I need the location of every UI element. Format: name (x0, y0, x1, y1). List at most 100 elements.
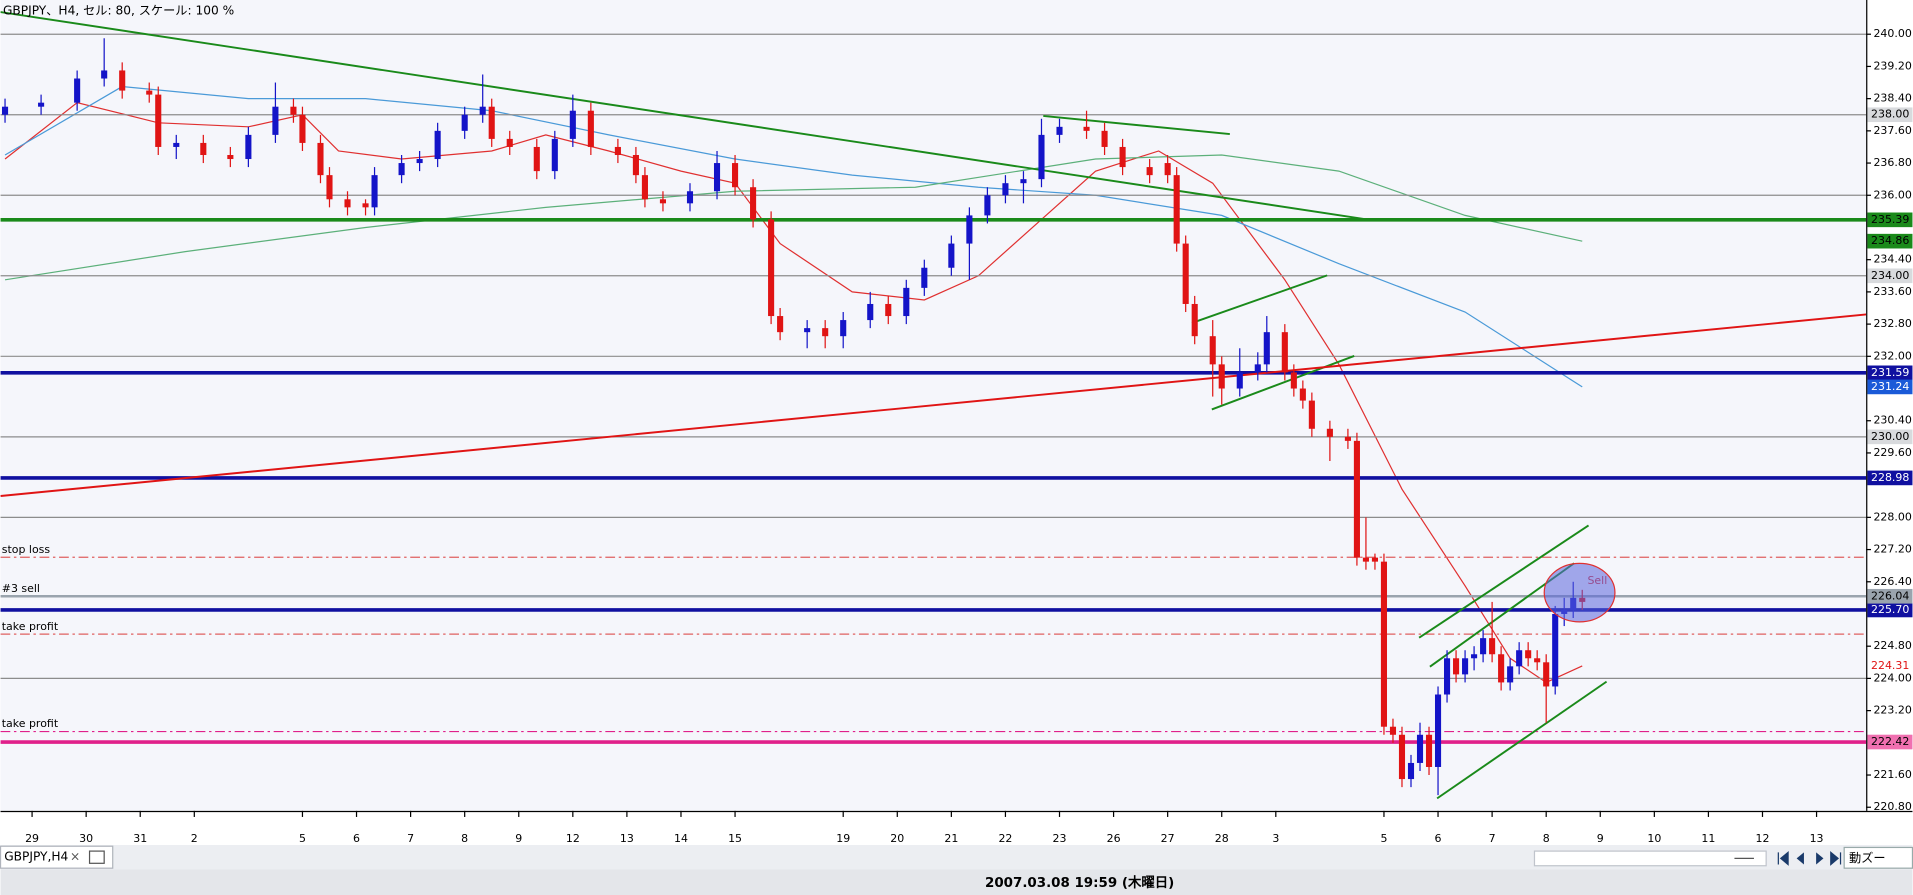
candle-body (1380, 561, 1388, 727)
candle-body (1462, 658, 1469, 675)
chart-tab[interactable] (0, 845, 114, 869)
y-tick-label: 230.40 (1873, 414, 1911, 427)
last-button[interactable] (1830, 851, 1842, 866)
x-tick-label: 15 (728, 832, 742, 845)
x-tick-label: 5 (1380, 832, 1387, 845)
y-tick-label: 223.20 (1873, 704, 1911, 717)
candle-body (1209, 336, 1216, 365)
candle-body (1, 106, 9, 115)
tab-close[interactable]: × (70, 850, 80, 864)
sell-highlight (1543, 562, 1616, 623)
x-tick-label: 3 (1272, 832, 1279, 845)
candle-body (1453, 658, 1460, 675)
candle-body (1164, 163, 1171, 176)
tab-label[interactable]: GBPJPY,H4 (4, 850, 68, 864)
zoom-label[interactable]: 動ズー (1849, 850, 1886, 865)
y-tick-label: 236.00 (1873, 188, 1911, 201)
x-tick-label: 8 (461, 832, 468, 845)
price-tag: 225.70 (1871, 603, 1909, 616)
prev-button[interactable] (1796, 852, 1804, 865)
candle-body (1498, 654, 1505, 683)
y-tick-label: 234.40 (1873, 253, 1911, 266)
moving-average (4, 85, 1583, 388)
candle-body (1534, 658, 1541, 663)
x-tick-label: 30 (79, 832, 93, 845)
price-tag-bg (1867, 212, 1913, 228)
x-tick-label: 19 (836, 832, 850, 845)
candle-body (921, 267, 928, 288)
first-button[interactable] (1777, 851, 1789, 866)
scroll-buttons[interactable] (1777, 851, 1842, 866)
x-tick-label: 27 (1161, 832, 1175, 845)
x-tick-label: 5 (299, 832, 306, 845)
candle-body (200, 142, 207, 156)
moving-average (4, 154, 1583, 281)
price-tag: 226.04 (1871, 589, 1909, 602)
candle-body (74, 78, 81, 103)
price-tag-bg (1867, 470, 1913, 486)
candle-body (1182, 243, 1189, 304)
candle-body (732, 163, 739, 188)
y-tick-label: 220.80 (1873, 800, 1911, 813)
candle-body (822, 328, 829, 337)
x-tick-label: 2 (191, 832, 198, 845)
candle-body (1507, 666, 1514, 683)
candle-body (1236, 372, 1243, 389)
candle-body (146, 90, 153, 95)
y-tick-label: 227.20 (1873, 543, 1911, 556)
candle-body (587, 110, 594, 147)
trend-line (1191, 274, 1328, 324)
level-text: take profit (2, 717, 59, 730)
candle-body (840, 320, 847, 337)
x-tick-label: 23 (1053, 832, 1067, 845)
next-button[interactable] (1816, 852, 1824, 865)
price-tag: 234.86 (1871, 234, 1909, 247)
price-tag-bg (1867, 602, 1913, 618)
candle-body (1218, 364, 1225, 389)
candle-body (245, 134, 252, 160)
candle-body (290, 106, 297, 115)
y-tick-label: 221.60 (1873, 768, 1911, 781)
x-tick-label: 9 (1597, 832, 1604, 845)
price-tag-bg (1867, 429, 1913, 445)
candle-body (1471, 654, 1478, 659)
candle-body (155, 94, 162, 147)
candle-body (362, 203, 369, 208)
price-tag-bg (1867, 588, 1913, 604)
plot: #3 sell stop loss take profit take profit (0, 11, 1867, 800)
x-tick-label: 20 (890, 832, 904, 845)
x-tick-label: 26 (1107, 832, 1121, 845)
candle-body (299, 114, 306, 143)
candle-body (1146, 167, 1153, 176)
candle-body (1191, 303, 1198, 337)
candle-body (641, 175, 648, 200)
price-tag-bg (1867, 734, 1913, 750)
price-tag-bg (1867, 365, 1913, 381)
candle-body (551, 138, 558, 172)
candle-body (434, 130, 441, 160)
price-tag-bg (1867, 107, 1913, 123)
price-tag-bg (1867, 379, 1913, 395)
price-tag: 230.00 (1871, 430, 1909, 443)
candle-body (777, 316, 784, 333)
candle-body (173, 142, 180, 147)
y-tick-label: 228.00 (1873, 510, 1911, 523)
moving-average (4, 102, 1583, 684)
y-tick-label: 233.60 (1873, 285, 1911, 298)
zoom-button[interactable] (1843, 846, 1913, 869)
x-tick-label: 29 (25, 832, 39, 845)
tab-icon[interactable] (88, 850, 105, 864)
candle-body (371, 175, 378, 208)
candle-body (1543, 662, 1550, 687)
candle-body (1425, 734, 1433, 767)
candle-body (479, 106, 486, 115)
candle-body (1119, 146, 1126, 168)
x-tick-label: 22 (998, 832, 1012, 845)
y-tick-label: 226.40 (1873, 575, 1911, 588)
scrollbar[interactable] (1533, 850, 1767, 867)
candle-body (1489, 638, 1496, 655)
price-tag: 238.00 (1871, 108, 1909, 121)
price-tag: 231.59 (1871, 366, 1909, 379)
candle-body (533, 146, 540, 172)
y-tick-label: 224.00 (1873, 671, 1911, 684)
